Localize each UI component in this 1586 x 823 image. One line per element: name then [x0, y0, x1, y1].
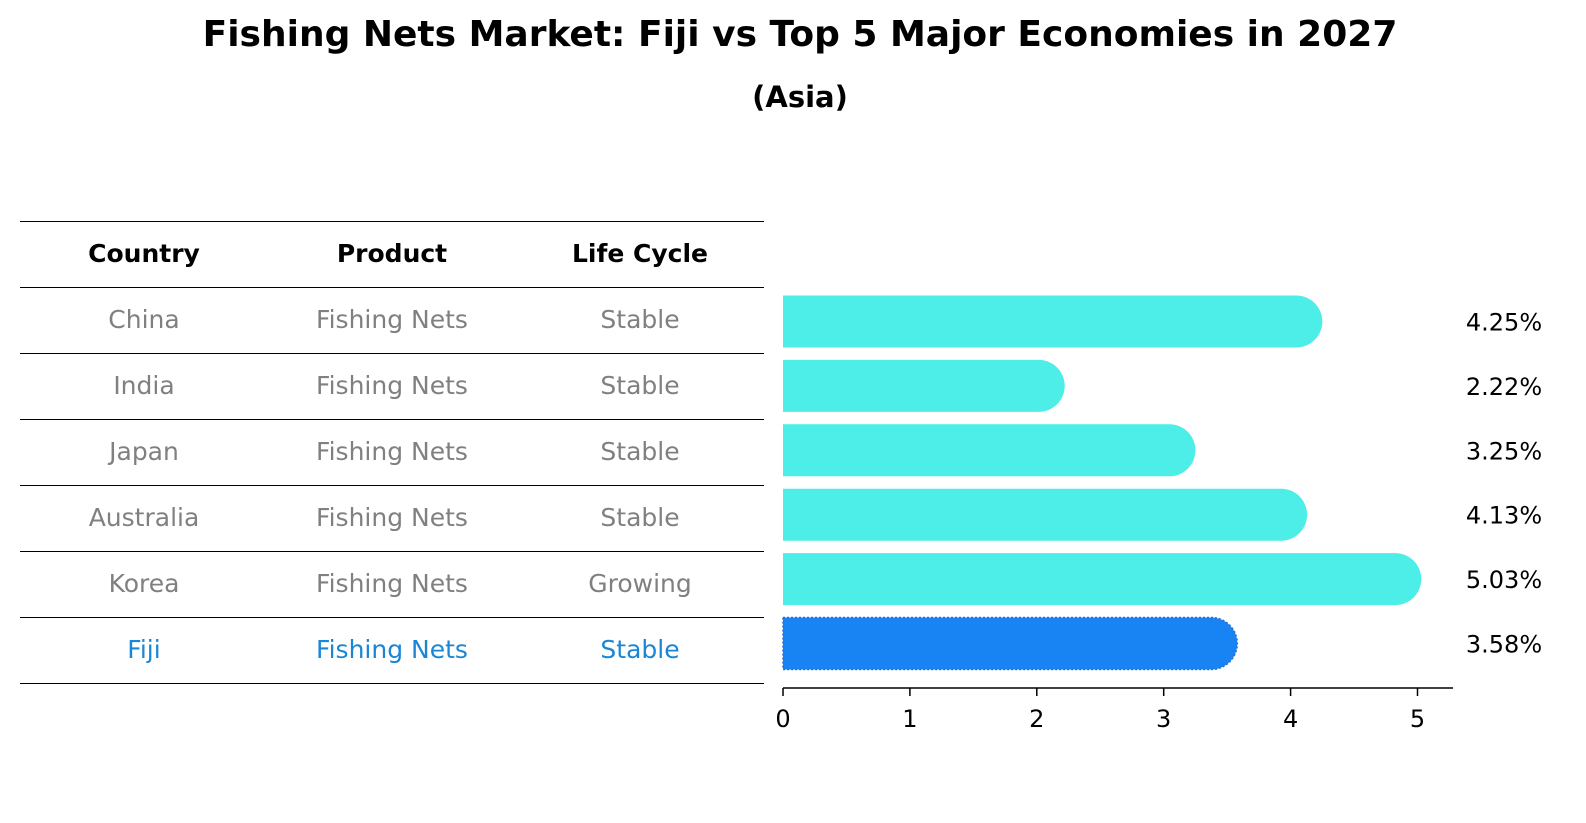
bar-australia [783, 488, 1308, 541]
table-cell: Japan [109, 437, 179, 466]
bar-value-label: 5.03% [1466, 566, 1542, 594]
table-cell: Stable [600, 635, 680, 664]
x-tick-label: 3 [1156, 705, 1171, 733]
column-header: Product [336, 239, 448, 268]
chart-subtitle: (Asia) [752, 80, 848, 114]
table-cell: Fishing Nets [316, 371, 468, 400]
table-cell: Australia [88, 503, 200, 532]
bar-value-label: 3.58% [1466, 631, 1542, 659]
table-cell: Fishing Nets [316, 437, 468, 466]
bar-value-label: 4.25% [1466, 309, 1542, 337]
column-header: Country [88, 239, 200, 268]
bar-india [783, 359, 1065, 412]
bar-china [783, 295, 1323, 348]
bar-korea [783, 553, 1422, 606]
table-rule [20, 551, 764, 552]
x-tick-label: 5 [1410, 705, 1425, 733]
x-tick-label: 1 [902, 705, 917, 733]
table-cell: Stable [600, 305, 680, 334]
bar-value-label: 2.22% [1466, 373, 1542, 401]
table-rule [20, 221, 764, 222]
table-cell: China [108, 305, 180, 334]
table-cell: Growing [588, 569, 692, 598]
bar-value-label: 3.25% [1466, 437, 1542, 465]
x-tick-label: 4 [1283, 705, 1298, 733]
table-rule [20, 485, 764, 486]
table-cell: Stable [600, 437, 680, 466]
x-tick-label: 0 [775, 705, 790, 733]
table-cell: Fishing Nets [316, 569, 468, 598]
table-rule [20, 419, 764, 420]
table-cell: Stable [600, 503, 680, 532]
table-cell: Fiji [127, 635, 161, 664]
bar-fiji [782, 616, 1239, 671]
chart-title: Fishing Nets Market: Fiji vs Top 5 Major… [202, 14, 1398, 55]
table-cell: Korea [108, 569, 180, 598]
table-cell: India [113, 371, 175, 400]
table-cell: Stable [600, 371, 680, 400]
table-rule [20, 683, 764, 684]
table-rule [20, 617, 764, 618]
table-cell: Fishing Nets [316, 305, 468, 334]
table-cell: Fishing Nets [316, 503, 468, 532]
table-cell: Fishing Nets [316, 635, 468, 664]
bar-japan [783, 424, 1196, 477]
bar-value-label: 4.13% [1466, 502, 1542, 530]
column-header: Life Cycle [571, 239, 709, 268]
x-tick-label: 2 [1029, 705, 1044, 733]
table-rule [20, 353, 764, 354]
table-rule [20, 287, 764, 288]
